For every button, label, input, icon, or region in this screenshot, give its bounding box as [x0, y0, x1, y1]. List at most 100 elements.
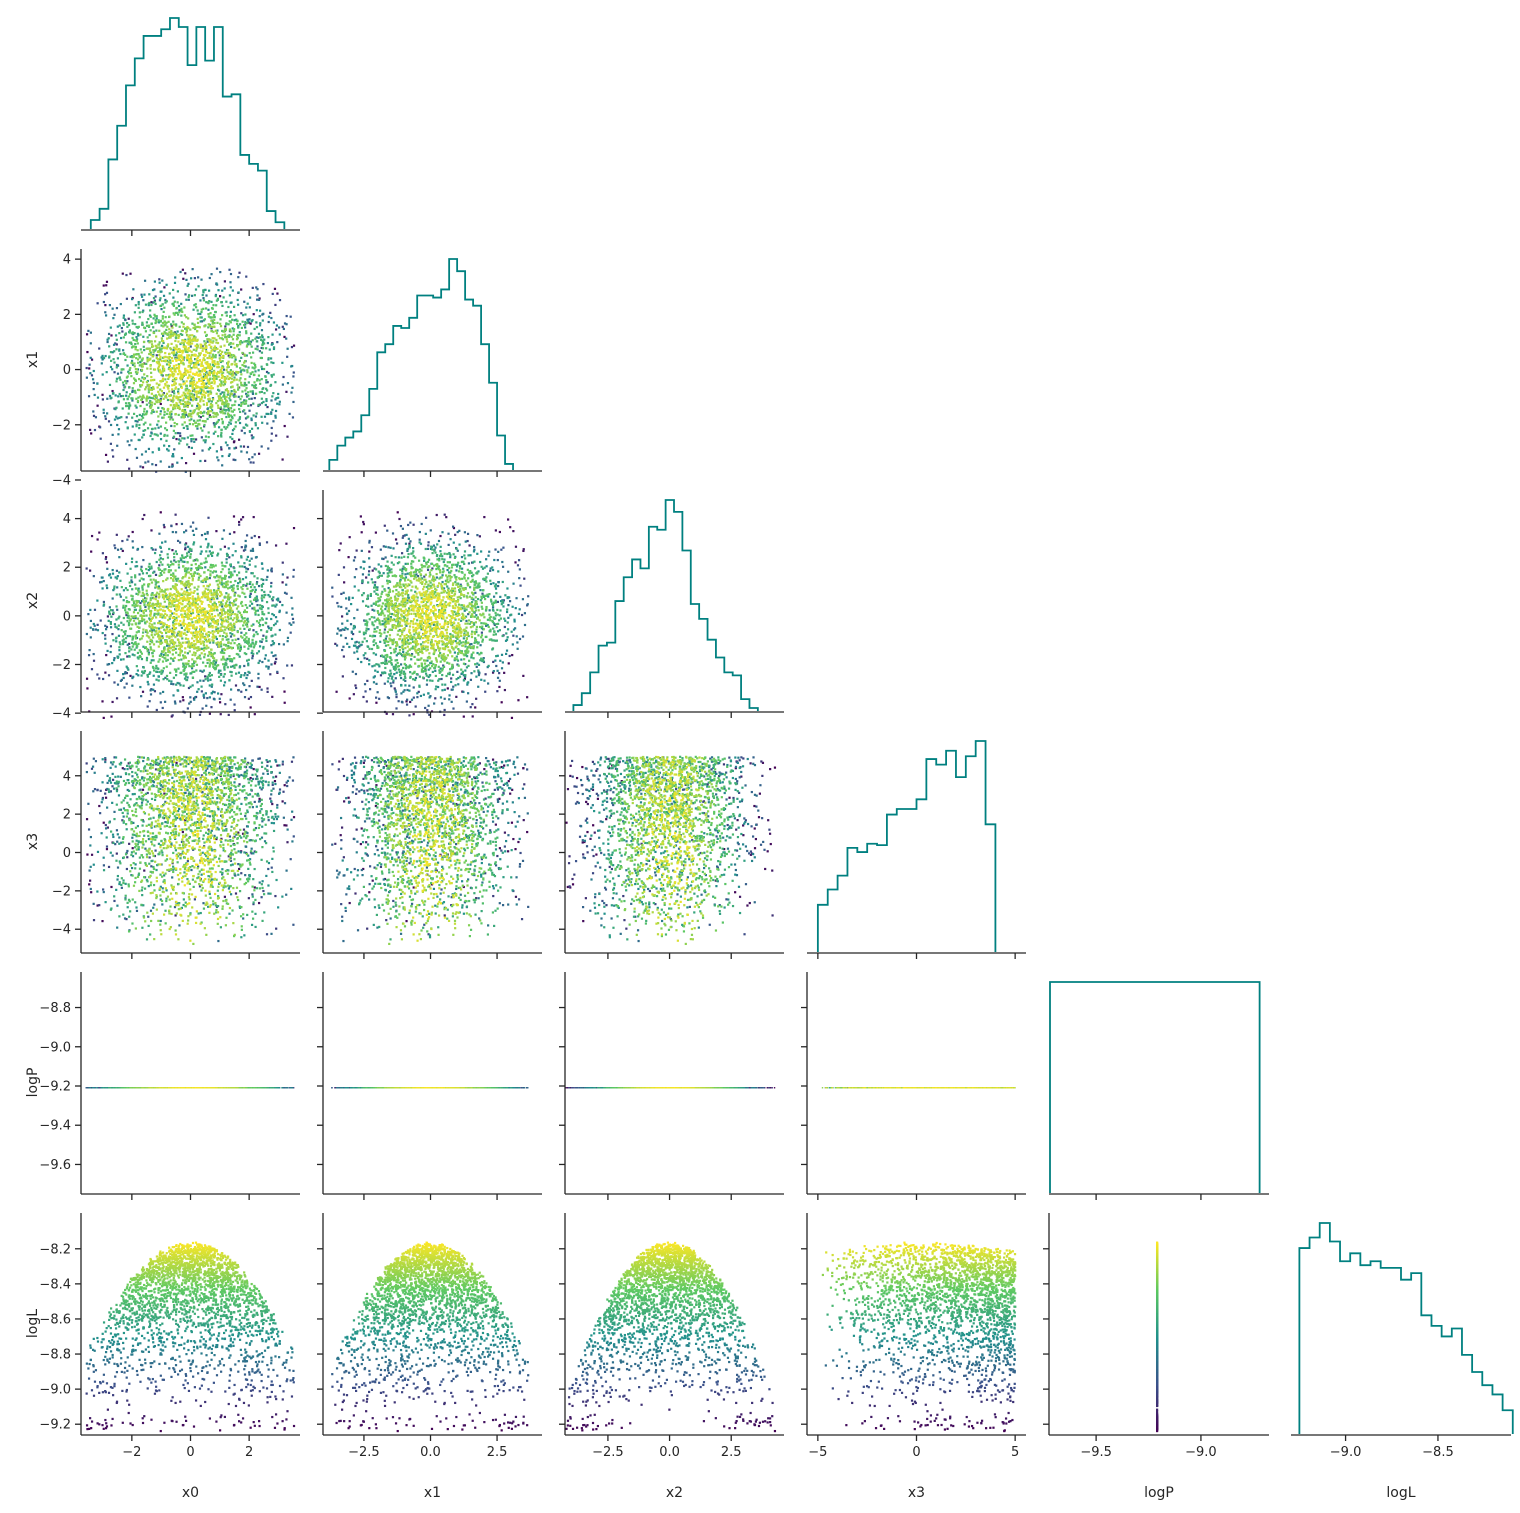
- scatter-point: [211, 603, 214, 606]
- scatter-point: [191, 611, 195, 615]
- scatter-point: [231, 574, 234, 577]
- scatter-point: [160, 347, 164, 350]
- scatter-point: [150, 301, 153, 304]
- scatter-point: [126, 364, 129, 367]
- scatter-point: [269, 311, 272, 314]
- scatter-point: [249, 343, 252, 346]
- scatter-point: [186, 617, 190, 620]
- scatter-point: [215, 589, 218, 592]
- scatter-point: [174, 623, 177, 626]
- scatter-point: [204, 348, 208, 351]
- scatter-point: [186, 554, 189, 557]
- scatter-point: [219, 370, 222, 373]
- scatter-point: [203, 410, 206, 413]
- scatter-point: [255, 580, 259, 584]
- scatter-point: [151, 651, 154, 655]
- scatter-point: [182, 624, 186, 627]
- scatter-point: [248, 458, 251, 461]
- scatter-point: [116, 423, 119, 427]
- scatter-point: [210, 357, 214, 360]
- scatter-point: [183, 411, 186, 414]
- scatter-point: [231, 338, 235, 341]
- scatter-point: [202, 649, 206, 652]
- scatter-point: [172, 406, 175, 409]
- scatter-point: [131, 322, 134, 325]
- scatter-point: [140, 565, 143, 568]
- scatter-point: [241, 320, 244, 323]
- scatter-point: [194, 303, 197, 306]
- scatter-point: [186, 392, 189, 395]
- scatter-point: [205, 576, 208, 579]
- scatter-point: [153, 614, 156, 617]
- scatter-point: [196, 321, 200, 325]
- scatter-point: [227, 409, 231, 412]
- scatter-point: [180, 354, 183, 357]
- scatter-point: [202, 621, 206, 624]
- scatter-point: [237, 326, 240, 329]
- scatter-point: [223, 666, 226, 669]
- scatter-point: [116, 669, 119, 672]
- scatter-point: [253, 396, 256, 400]
- scatter-point: [139, 360, 142, 364]
- scatter-point: [225, 663, 228, 666]
- scatter-point: [249, 581, 252, 584]
- scatter-point: [160, 621, 163, 624]
- scatter-point: [161, 332, 165, 335]
- scatter-point: [245, 567, 248, 570]
- scatter-point: [145, 614, 148, 617]
- scatter-point: [212, 662, 215, 665]
- scatter-point: [214, 329, 217, 332]
- scatter-point: [169, 418, 172, 421]
- scatter-point: [117, 401, 120, 404]
- scatter-point: [135, 587, 138, 590]
- scatter-point: [192, 377, 196, 380]
- scatter-point: [185, 329, 189, 332]
- scatter-point: [214, 668, 217, 671]
- scatter-point: [205, 615, 208, 618]
- scatter-point: [196, 344, 200, 347]
- scatter-point: [89, 636, 92, 639]
- scatter-point: [188, 665, 191, 668]
- scatter-point: [135, 665, 138, 668]
- scatter-point: [219, 594, 222, 598]
- scatter-point: [187, 545, 190, 548]
- scatter-point: [193, 294, 196, 297]
- scatter-point: [240, 312, 243, 315]
- scatter-point: [210, 300, 213, 303]
- scatter-point: [226, 352, 229, 355]
- scatter-point: [229, 330, 232, 333]
- scatter-point: [182, 413, 185, 417]
- scatter-point: [182, 399, 185, 402]
- scatter-point: [203, 595, 206, 598]
- scatter-point: [214, 626, 217, 629]
- scatter-point: [220, 356, 223, 359]
- scatter-point: [266, 341, 269, 345]
- scatter-point: [237, 419, 240, 422]
- scatter-point: [200, 278, 203, 281]
- scatter-point: [175, 683, 178, 686]
- scatter-point: [232, 515, 236, 518]
- scatter-point: [222, 403, 226, 406]
- scatter-point: [111, 568, 114, 572]
- scatter-point: [148, 567, 152, 570]
- scatter-point: [154, 398, 157, 401]
- scatter-point: [92, 652, 95, 656]
- scatter-point: [158, 558, 161, 561]
- scatter-point: [233, 593, 236, 596]
- scatter-point: [214, 570, 218, 573]
- scatter-point: [107, 674, 111, 677]
- scatter-point: [151, 616, 154, 619]
- scatter-point: [164, 298, 167, 302]
- scatter-point: [102, 600, 105, 604]
- scatter-point: [233, 360, 236, 363]
- scatter-point: [232, 330, 235, 333]
- scatter-point: [196, 606, 199, 610]
- scatter-point: [161, 605, 164, 608]
- scatter-point: [139, 333, 142, 336]
- scatter-point: [244, 417, 248, 420]
- scatter-point: [141, 610, 145, 613]
- scatter-point: [272, 614, 276, 617]
- scatter-point: [187, 295, 190, 299]
- scatter-point: [109, 645, 113, 648]
- scatter-point: [214, 661, 218, 664]
